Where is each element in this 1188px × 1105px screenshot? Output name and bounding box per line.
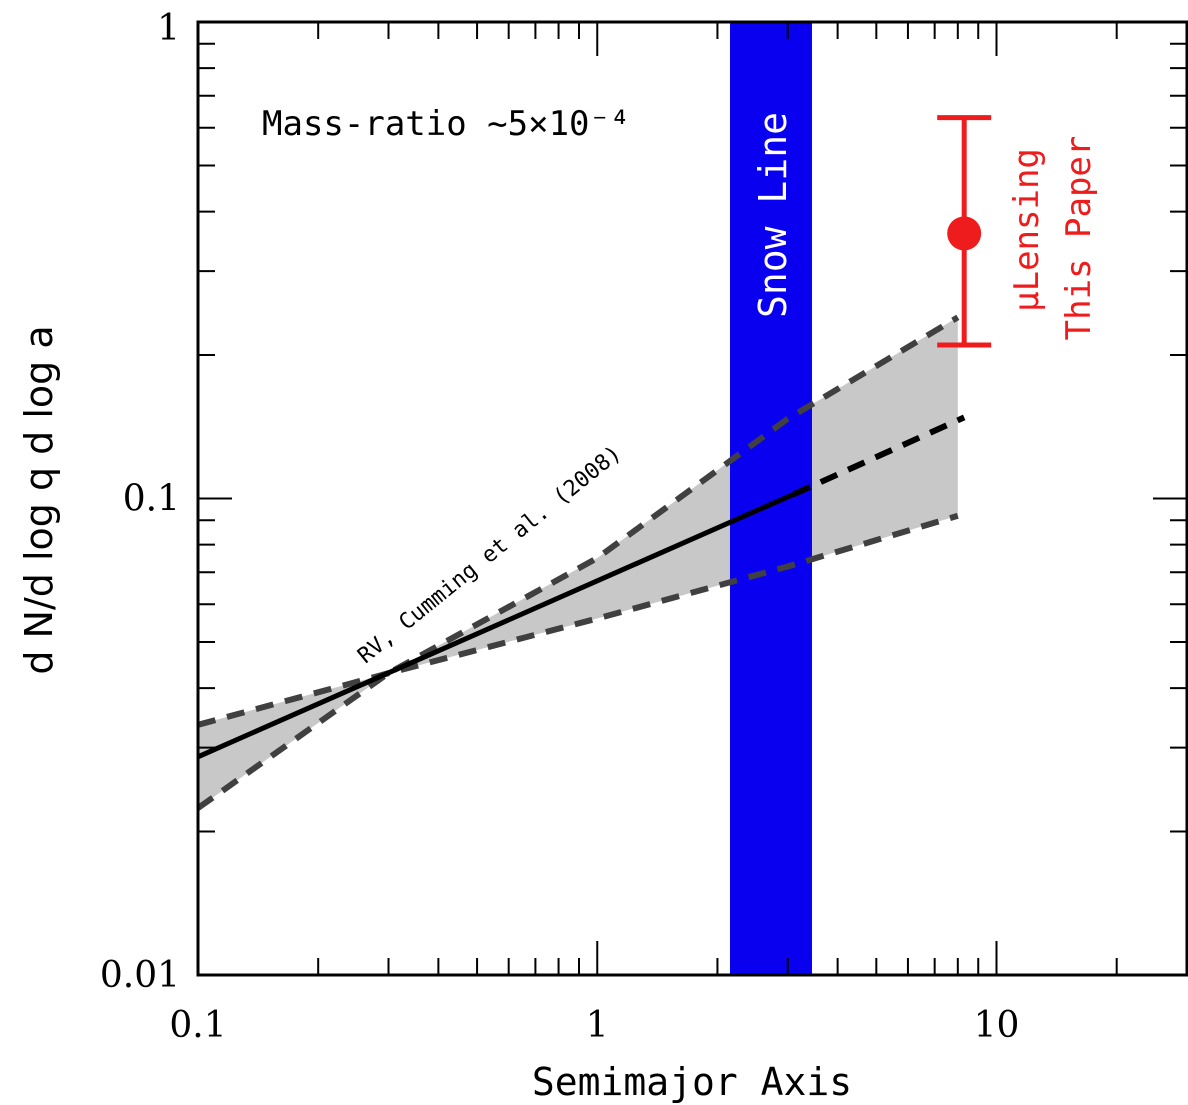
x-tick-label: 0.1 — [169, 1005, 226, 1046]
x-tick-label: 10 — [974, 1005, 1020, 1046]
y-tick-label: 0.1 — [123, 479, 180, 520]
model-lines-layer — [196, 314, 966, 811]
microlensing-layer — [937, 115, 992, 348]
microlensing-point — [947, 216, 982, 251]
upper-envelope-line — [196, 314, 960, 811]
x-tick-label: 1 — [586, 1005, 609, 1046]
lower-envelope-line — [197, 512, 959, 728]
microlensing-label-line2: This Paper — [1059, 136, 1099, 341]
plot-frame — [196, 20, 1188, 977]
microlensing-label-line1: μLensing — [1007, 148, 1047, 312]
snow-line-band — [729, 22, 812, 975]
snow-line-label: Snow Line — [751, 112, 795, 318]
x-axis-title: Semimajor Axis — [532, 1060, 852, 1104]
y-tick-label: 0.01 — [100, 955, 180, 996]
tick-labels-layer: 0.1 1 10 0.01 0.1 1 — [100, 8, 1020, 1046]
central-fit-extrapolation — [792, 414, 966, 498]
y-tick-label: 1 — [157, 8, 180, 49]
y-axis-title: d N/d log q d log a — [17, 325, 61, 674]
snow-line-layer — [729, 22, 812, 975]
central-fit-line — [196, 492, 795, 760]
mass-ratio-annotation: Mass-ratio ~5×10⁻⁴ — [262, 104, 630, 144]
